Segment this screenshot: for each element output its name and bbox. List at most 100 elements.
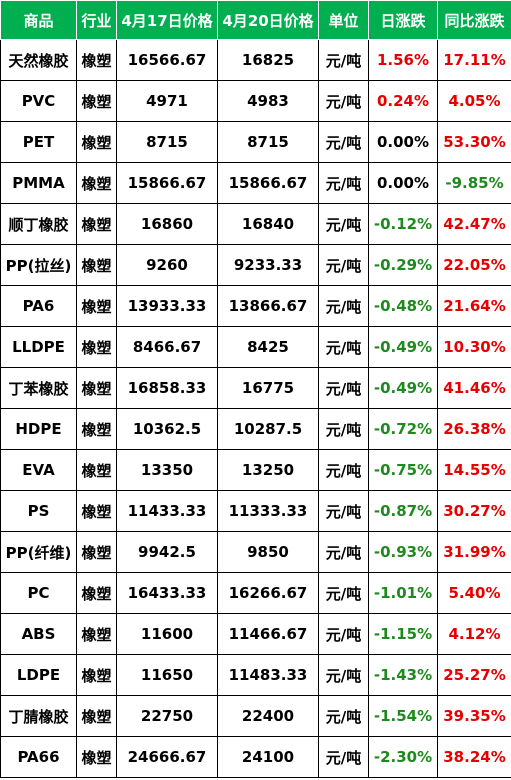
cell-yoy-change: 30.27% xyxy=(437,490,511,532)
cell-price-0417: 10362.5 xyxy=(116,408,218,450)
cell-product: PP(纤维) xyxy=(0,531,77,573)
cell-price-0420: 11466.67 xyxy=(217,613,319,655)
cell-daily-change: -0.48% xyxy=(368,285,438,327)
cell-price-0417: 13350 xyxy=(116,449,218,491)
cell-industry: 橡塑 xyxy=(76,449,117,491)
col-header-industry: 行业 xyxy=(76,0,117,40)
cell-unit: 元/吨 xyxy=(318,39,369,81)
cell-price-0417: 24666.67 xyxy=(116,736,218,778)
cell-yoy-change: 31.99% xyxy=(437,531,511,573)
cell-product: PMMA xyxy=(0,162,77,204)
cell-price-0417: 13933.33 xyxy=(116,285,218,327)
cell-price-0417: 8715 xyxy=(116,121,218,163)
table-row: EVA 橡塑 13350 13250 元/吨 -0.75% 14.55% xyxy=(0,449,511,491)
cell-yoy-change: 38.24% xyxy=(437,736,511,778)
cell-daily-change: -0.49% xyxy=(368,367,438,409)
cell-yoy-change: 53.30% xyxy=(437,121,511,163)
cell-industry: 橡塑 xyxy=(76,121,117,163)
cell-industry: 橡塑 xyxy=(76,203,117,245)
cell-daily-change: -0.72% xyxy=(368,408,438,450)
table-row: 丁腈橡胶 橡塑 22750 22400 元/吨 -1.54% 39.35% xyxy=(0,695,511,737)
cell-unit: 元/吨 xyxy=(318,80,369,122)
cell-daily-change: -1.15% xyxy=(368,613,438,655)
cell-industry: 橡塑 xyxy=(76,244,117,286)
table-row: HDPE 橡塑 10362.5 10287.5 元/吨 -0.72% 26.38% xyxy=(0,408,511,450)
cell-daily-change: -0.29% xyxy=(368,244,438,286)
cell-product: PA66 xyxy=(0,736,77,778)
cell-daily-change: -1.43% xyxy=(368,654,438,696)
cell-unit: 元/吨 xyxy=(318,695,369,737)
cell-price-0417: 22750 xyxy=(116,695,218,737)
cell-industry: 橡塑 xyxy=(76,613,117,655)
cell-price-0417: 16858.33 xyxy=(116,367,218,409)
cell-price-0417: 9260 xyxy=(116,244,218,286)
cell-industry: 橡塑 xyxy=(76,695,117,737)
cell-price-0417: 16566.67 xyxy=(116,39,218,81)
cell-industry: 橡塑 xyxy=(76,490,117,532)
table-row: 顺丁橡胶 橡塑 16860 16840 元/吨 -0.12% 42.47% xyxy=(0,203,511,245)
cell-industry: 橡塑 xyxy=(76,531,117,573)
cell-industry: 橡塑 xyxy=(76,326,117,368)
cell-yoy-change: 4.05% xyxy=(437,80,511,122)
cell-price-0417: 16433.33 xyxy=(116,572,218,614)
cell-unit: 元/吨 xyxy=(318,654,369,696)
col-header-yoy-change: 同比涨跌 xyxy=(437,0,511,40)
table-row: PA6 橡塑 13933.33 13866.67 元/吨 -0.48% 21.64% xyxy=(0,285,511,327)
cell-daily-change: -0.93% xyxy=(368,531,438,573)
cell-daily-change: 0.24% xyxy=(368,80,438,122)
cell-price-0417: 11650 xyxy=(116,654,218,696)
cell-unit: 元/吨 xyxy=(318,162,369,204)
cell-price-0420: 13250 xyxy=(217,449,319,491)
cell-yoy-change: 42.47% xyxy=(437,203,511,245)
cell-product: 丁腈橡胶 xyxy=(0,695,77,737)
cell-product: 丁苯橡胶 xyxy=(0,367,77,409)
cell-daily-change: -2.30% xyxy=(368,736,438,778)
cell-price-0420: 13866.67 xyxy=(217,285,319,327)
cell-price-0420: 15866.67 xyxy=(217,162,319,204)
cell-yoy-change: 5.40% xyxy=(437,572,511,614)
table-row: 天然橡胶 橡塑 16566.67 16825 元/吨 1.56% 17.11% xyxy=(0,39,511,81)
cell-industry: 橡塑 xyxy=(76,367,117,409)
cell-yoy-change: 25.27% xyxy=(437,654,511,696)
cell-product: PVC xyxy=(0,80,77,122)
table-row: ABS 橡塑 11600 11466.67 元/吨 -1.15% 4.12% xyxy=(0,613,511,655)
cell-yoy-change: -9.85% xyxy=(437,162,511,204)
col-header-unit: 单位 xyxy=(318,0,369,40)
cell-industry: 橡塑 xyxy=(76,736,117,778)
cell-unit: 元/吨 xyxy=(318,408,369,450)
table-row: LLDPE 橡塑 8466.67 8425 元/吨 -0.49% 10.30% xyxy=(0,326,511,368)
cell-price-0420: 9850 xyxy=(217,531,319,573)
cell-price-0420: 11333.33 xyxy=(217,490,319,532)
col-header-price-0417: 4月17日价格 xyxy=(116,0,218,40)
cell-price-0420: 4983 xyxy=(217,80,319,122)
cell-product: PA6 xyxy=(0,285,77,327)
cell-price-0420: 16266.67 xyxy=(217,572,319,614)
cell-price-0420: 22400 xyxy=(217,695,319,737)
cell-price-0420: 9233.33 xyxy=(217,244,319,286)
cell-yoy-change: 39.35% xyxy=(437,695,511,737)
cell-product: 天然橡胶 xyxy=(0,39,77,81)
cell-price-0417: 11433.33 xyxy=(116,490,218,532)
cell-daily-change: 1.56% xyxy=(368,39,438,81)
cell-product: ABS xyxy=(0,613,77,655)
cell-industry: 橡塑 xyxy=(76,80,117,122)
cell-daily-change: -0.75% xyxy=(368,449,438,491)
cell-yoy-change: 17.11% xyxy=(437,39,511,81)
col-header-daily-change: 日涨跌 xyxy=(368,0,438,40)
cell-product: PS xyxy=(0,490,77,532)
table-row: PMMA 橡塑 15866.67 15866.67 元/吨 0.00% -9.85% xyxy=(0,162,511,204)
cell-unit: 元/吨 xyxy=(318,572,369,614)
cell-product: LLDPE xyxy=(0,326,77,368)
cell-price-0420: 24100 xyxy=(217,736,319,778)
cell-price-0417: 9942.5 xyxy=(116,531,218,573)
cell-unit: 元/吨 xyxy=(318,531,369,573)
table-row: PC 橡塑 16433.33 16266.67 元/吨 -1.01% 5.40% xyxy=(0,572,511,614)
cell-price-0420: 11483.33 xyxy=(217,654,319,696)
cell-industry: 橡塑 xyxy=(76,572,117,614)
cell-price-0420: 8425 xyxy=(217,326,319,368)
cell-price-0420: 10287.5 xyxy=(217,408,319,450)
header-row: 商品 行业 4月17日价格 4月20日价格 单位 日涨跌 同比涨跌 xyxy=(0,0,511,40)
cell-price-0420: 16825 xyxy=(217,39,319,81)
cell-price-0420: 16775 xyxy=(217,367,319,409)
